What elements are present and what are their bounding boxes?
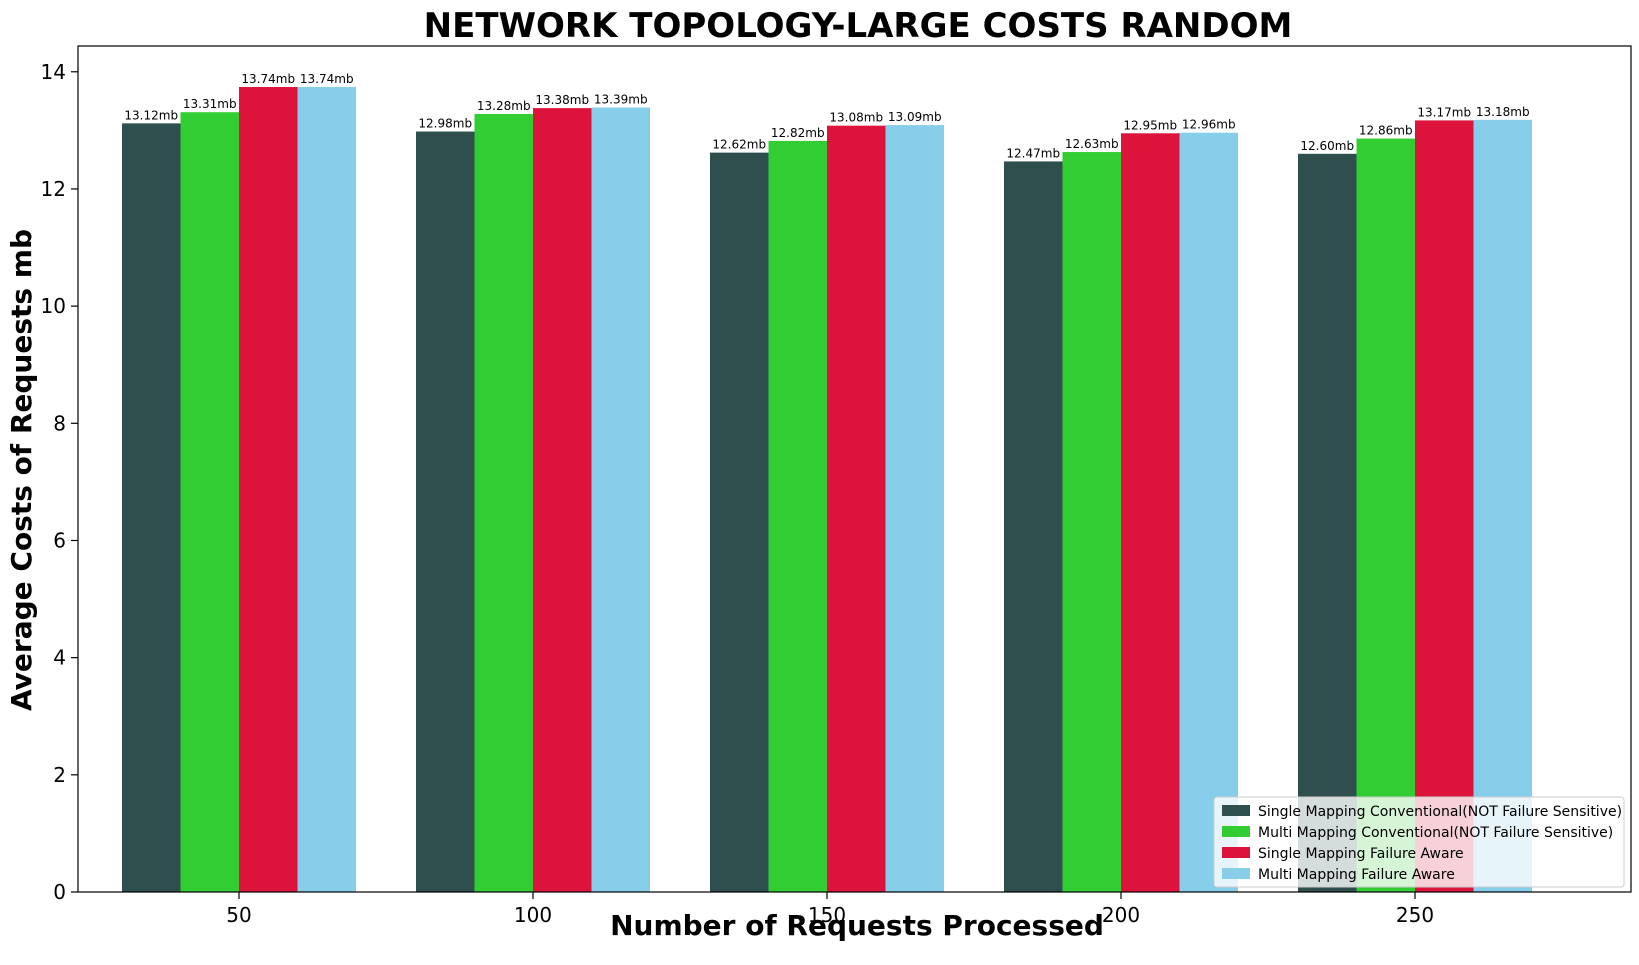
data-label-2-250: 12.86mb [1359,124,1413,138]
x-tick-label-50: 50 [226,903,251,927]
x-tick-label-150: 150 [808,903,846,927]
y-tick-label-0: 0 [53,880,66,904]
x-tick-label-200: 200 [1102,903,1140,927]
bar-4-50 [297,87,356,892]
bar-1-250 [1298,153,1357,893]
plot-area: 13.12mb 12.98mb 12.62mb 12.47mb 12.60mb 13.31… [41,45,1632,927]
x-tick-label-250: 250 [1396,903,1434,927]
bar-3-150 [827,125,886,893]
legend-label-1: Single Mapping Conventional(NOT Failure … [1258,804,1622,820]
legend-swatch-2 [1222,826,1250,837]
bar-2-50 [180,112,239,892]
data-label-3-100: 13.38mb [535,93,589,107]
bar-1-50 [122,123,181,892]
bar-2-200 [1062,152,1121,892]
bar-2-100 [474,113,533,892]
data-label-3-250: 13.17mb [1417,105,1471,119]
y-tick-label-10: 10 [41,294,66,318]
data-label-2-200: 12.63mb [1065,137,1119,151]
y-tick-label-6: 6 [53,528,66,552]
y-axis-label: Average Costs of Requests mb [5,229,38,711]
bar-4-100 [591,107,650,893]
bar-4-250 [1473,119,1532,892]
bar-2-250 [1356,138,1415,892]
bar-3-50 [239,87,298,892]
data-label-1-100: 12.98mb [418,117,472,131]
legend-swatch-4 [1222,868,1250,879]
data-label-4-100: 13.39mb [594,93,648,107]
bar-3-200 [1121,133,1180,892]
y-tick-label-14: 14 [41,60,66,84]
data-label-1-150: 12.62mb [712,138,766,152]
legend-label-3: Single Mapping Failure Aware [1258,846,1464,862]
data-label-1-250: 12.60mb [1300,139,1354,153]
data-label-2-100: 13.28mb [477,99,531,113]
data-label-1-50: 13.12mb [124,108,178,122]
x-axis-label: Number of Requests Processed [610,909,1104,942]
legend-swatch-1 [1222,805,1250,816]
data-label-3-50: 13.74mb [241,72,295,86]
plot-frame [77,45,1632,893]
bar-1-100 [416,131,475,892]
bar-4-150 [885,125,944,893]
bar-1-150 [710,152,769,893]
bar-3-100 [533,108,592,893]
y-tick-label-8: 8 [53,411,66,435]
legend-box [1213,796,1625,888]
x-tick-label-100: 100 [514,903,552,927]
legend-label-4: Multi Mapping Failure Aware [1258,867,1455,883]
chart-title: NETWORK TOPOLOGY-LARGE COSTS RANDOM [424,6,1293,46]
data-label-2-50: 13.31mb [183,97,237,111]
bar-3-250 [1415,120,1474,892]
data-label-4-250: 13.18mb [1476,105,1530,119]
bar-1-200 [1004,161,1063,893]
bar-4-200 [1179,132,1238,893]
data-label-3-200: 12.95mb [1123,118,1177,132]
y-tick-label-12: 12 [41,177,66,201]
legend: Single Mapping Conventional(NOT Failure … [1213,796,1625,888]
data-label-4-150: 13.09mb [888,110,942,124]
data-label-4-200: 12.96mb [1182,118,1236,132]
y-tick-label-2: 2 [53,763,66,787]
data-label-4-50: 13.74mb [300,72,354,86]
data-label-2-150: 12.82mb [771,126,825,140]
legend-label-2: Multi Mapping Conventional(NOT Failure S… [1258,825,1613,841]
data-label-3-150: 13.08mb [829,111,883,125]
y-tick-label-4: 4 [53,646,66,670]
legend-swatch-3 [1222,847,1250,858]
bar-2-150 [768,140,827,892]
data-label-1-200: 12.47mb [1006,146,1060,160]
